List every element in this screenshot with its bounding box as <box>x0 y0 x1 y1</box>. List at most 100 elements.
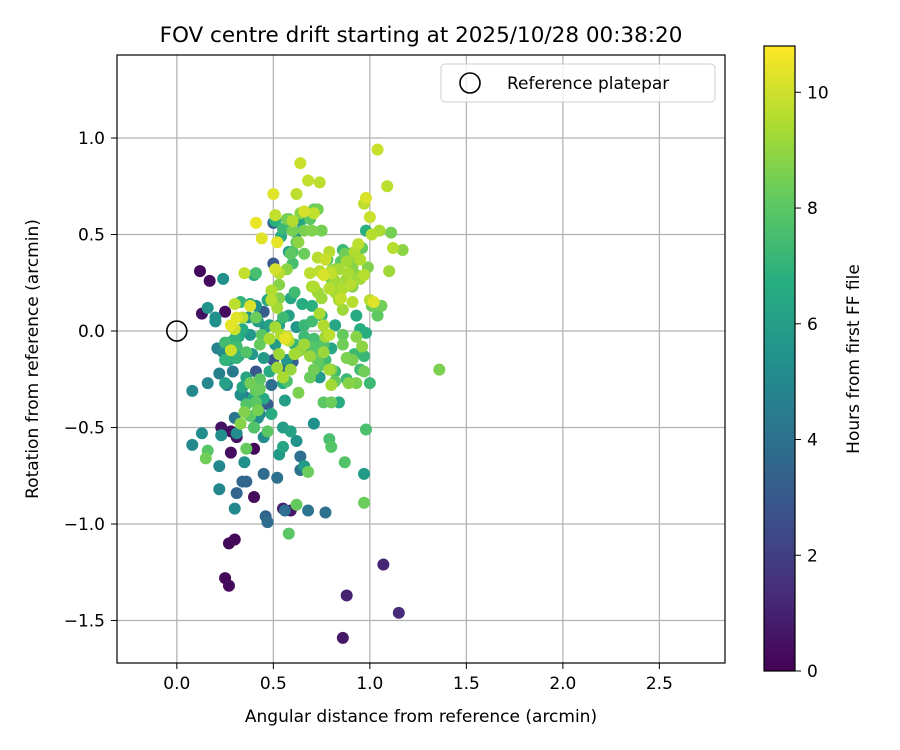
data-point <box>344 278 357 291</box>
data-point <box>342 377 355 390</box>
data-point <box>199 452 212 465</box>
data-point <box>278 504 291 517</box>
chart-title: FOV centre drift starting at 2025/10/28 … <box>160 23 683 48</box>
data-point <box>290 498 303 511</box>
data-point <box>385 226 398 239</box>
data-point <box>336 631 349 644</box>
data-point <box>284 247 297 260</box>
data-point <box>276 222 289 235</box>
data-point <box>294 157 307 170</box>
data-point <box>323 282 336 295</box>
data-point <box>307 417 320 430</box>
data-point <box>240 442 253 455</box>
data-point <box>244 299 257 312</box>
data-point <box>219 377 232 390</box>
legend-label: Reference platepar <box>507 74 669 94</box>
data-point <box>249 216 262 229</box>
data-point <box>307 363 320 376</box>
data-point <box>267 187 280 200</box>
data-point <box>334 292 347 305</box>
data-point <box>213 367 226 380</box>
data-point <box>228 297 241 310</box>
data-point <box>265 379 278 392</box>
data-point <box>271 236 284 249</box>
data-point <box>323 328 336 341</box>
data-point <box>359 191 372 204</box>
data-point <box>269 263 282 276</box>
data-point <box>240 346 253 359</box>
data-point <box>317 319 330 332</box>
data-point <box>282 527 295 540</box>
data-point <box>325 396 338 409</box>
data-point <box>228 533 241 546</box>
data-point <box>263 332 276 345</box>
plot-frame <box>116 54 726 664</box>
data-point <box>288 286 301 299</box>
data-point <box>265 284 278 297</box>
data-point <box>307 340 320 353</box>
data-point <box>217 272 230 285</box>
x-tick-label: 2.0 <box>549 674 576 694</box>
data-point <box>288 348 301 361</box>
reference-platepar-marker <box>166 320 188 342</box>
data-point <box>251 404 264 417</box>
data-point <box>319 253 332 266</box>
data-point <box>365 228 378 241</box>
colorbar-tick-label: 6 <box>807 315 818 335</box>
data-point <box>387 242 400 255</box>
data-point <box>383 265 396 278</box>
data-point <box>325 379 338 392</box>
data-point <box>346 353 359 366</box>
data-point <box>359 423 372 436</box>
data-point <box>336 338 349 351</box>
legend: Reference platepar <box>440 63 716 103</box>
data-point <box>271 471 284 484</box>
data-point <box>304 267 317 280</box>
data-point <box>249 267 262 280</box>
data-point <box>284 425 297 438</box>
y-axis-label: Rotation from reference (arcmin) <box>23 219 43 499</box>
data-point <box>304 350 317 363</box>
x-axis-label: Angular distance from reference (arcmin) <box>245 707 597 727</box>
data-point <box>359 326 372 339</box>
data-point <box>186 384 199 397</box>
data-point <box>358 365 371 378</box>
data-point <box>323 363 336 376</box>
data-point <box>257 352 270 365</box>
data-point <box>278 394 291 407</box>
data-point <box>381 180 394 193</box>
data-point <box>290 187 303 200</box>
data-point <box>213 460 226 473</box>
colorbar: 0 2 4 6 8 10 Hours from first FF file <box>763 45 864 682</box>
data-point <box>313 307 326 320</box>
data-point <box>203 274 216 287</box>
data-point <box>255 232 268 245</box>
data-point <box>298 205 311 218</box>
colorbar-tick-label: 10 <box>807 83 829 103</box>
data-point <box>377 558 390 571</box>
data-point <box>195 427 208 440</box>
colorbar-gradient <box>763 45 796 672</box>
data-point <box>248 491 261 504</box>
data-point <box>261 516 274 529</box>
x-tick-label: 1.5 <box>453 674 480 694</box>
data-point <box>363 377 376 390</box>
data-point <box>319 506 332 519</box>
data-point <box>358 350 371 363</box>
data-point <box>284 363 297 376</box>
data-point <box>209 311 222 324</box>
data-point <box>226 365 239 378</box>
data-point <box>340 589 353 602</box>
colorbar-tick-label: 4 <box>807 431 818 451</box>
data-point <box>354 253 367 266</box>
data-point <box>356 340 369 353</box>
data-point <box>307 280 320 293</box>
data-point <box>201 377 214 390</box>
data-point <box>261 425 274 438</box>
data-point <box>253 373 266 386</box>
data-point <box>265 294 278 307</box>
data-point <box>371 143 384 156</box>
data-point <box>358 496 371 509</box>
data-point <box>396 243 409 256</box>
